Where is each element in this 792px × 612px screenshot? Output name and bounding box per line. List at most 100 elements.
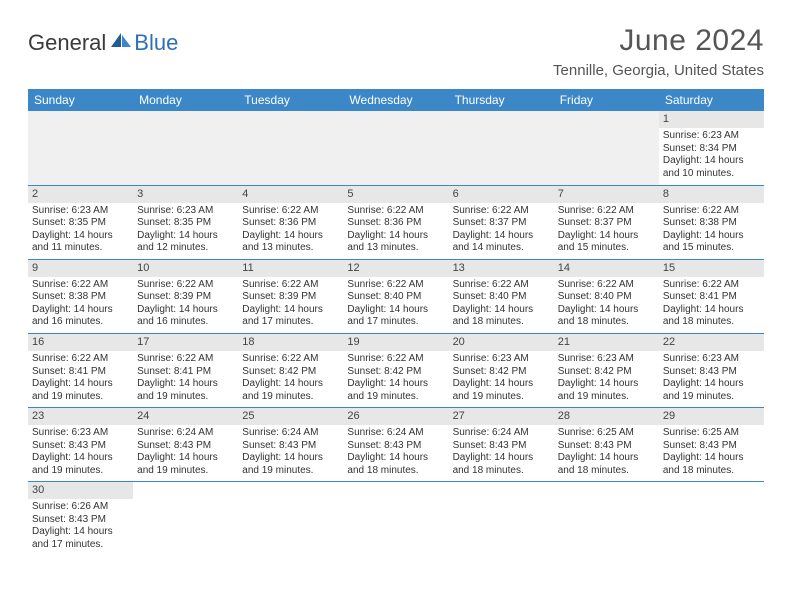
day-number: 20 [449, 334, 554, 351]
day-number: 29 [659, 408, 764, 425]
day-details: Sunrise: 6:22 AMSunset: 8:40 PMDaylight:… [343, 277, 448, 333]
empty-cell [238, 111, 343, 127]
calendar-cell [554, 482, 659, 556]
calendar-cell: 11Sunrise: 6:22 AMSunset: 8:39 PMDayligh… [238, 259, 343, 333]
day-details: Sunrise: 6:22 AMSunset: 8:42 PMDaylight:… [238, 351, 343, 407]
calendar-week: 23Sunrise: 6:23 AMSunset: 8:43 PMDayligh… [28, 408, 764, 482]
day-details: Sunrise: 6:23 AMSunset: 8:43 PMDaylight:… [659, 351, 764, 407]
day-number: 22 [659, 334, 764, 351]
calendar-cell: 20Sunrise: 6:23 AMSunset: 8:42 PMDayligh… [449, 333, 554, 407]
calendar-cell: 19Sunrise: 6:22 AMSunset: 8:42 PMDayligh… [343, 333, 448, 407]
day-number: 19 [343, 334, 448, 351]
day-header: Friday [554, 89, 659, 111]
day-details: Sunrise: 6:24 AMSunset: 8:43 PMDaylight:… [343, 425, 448, 481]
day-details: Sunrise: 6:25 AMSunset: 8:43 PMDaylight:… [659, 425, 764, 481]
calendar-cell [133, 482, 238, 556]
empty-cell [133, 111, 238, 127]
calendar-cell: 23Sunrise: 6:23 AMSunset: 8:43 PMDayligh… [28, 408, 133, 482]
day-number: 9 [28, 260, 133, 277]
calendar-cell: 15Sunrise: 6:22 AMSunset: 8:41 PMDayligh… [659, 259, 764, 333]
day-details: Sunrise: 6:22 AMSunset: 8:39 PMDaylight:… [133, 277, 238, 333]
day-number: 8 [659, 186, 764, 203]
day-number: 13 [449, 260, 554, 277]
day-details: Sunrise: 6:23 AMSunset: 8:43 PMDaylight:… [28, 425, 133, 481]
calendar-cell: 27Sunrise: 6:24 AMSunset: 8:43 PMDayligh… [449, 408, 554, 482]
location-text: Tennille, Georgia, United States [553, 62, 764, 79]
calendar-week: 30Sunrise: 6:26 AMSunset: 8:43 PMDayligh… [28, 482, 764, 556]
day-details: Sunrise: 6:26 AMSunset: 8:43 PMDaylight:… [28, 499, 133, 555]
day-details: Sunrise: 6:23 AMSunset: 8:35 PMDaylight:… [133, 203, 238, 259]
calendar-cell: 26Sunrise: 6:24 AMSunset: 8:43 PMDayligh… [343, 408, 448, 482]
day-details: Sunrise: 6:22 AMSunset: 8:40 PMDaylight:… [554, 277, 659, 333]
month-title: June 2024 [553, 24, 764, 58]
day-details: Sunrise: 6:22 AMSunset: 8:36 PMDaylight:… [343, 203, 448, 259]
day-number: 7 [554, 186, 659, 203]
day-number: 3 [133, 186, 238, 203]
calendar-cell: 10Sunrise: 6:22 AMSunset: 8:39 PMDayligh… [133, 259, 238, 333]
day-details: Sunrise: 6:22 AMSunset: 8:37 PMDaylight:… [449, 203, 554, 259]
day-number: 15 [659, 260, 764, 277]
day-header: Thursday [449, 89, 554, 111]
day-number: 10 [133, 260, 238, 277]
day-number: 6 [449, 186, 554, 203]
day-number: 17 [133, 334, 238, 351]
day-details: Sunrise: 6:22 AMSunset: 8:42 PMDaylight:… [343, 351, 448, 407]
empty-cell [28, 111, 133, 127]
day-number: 23 [28, 408, 133, 425]
day-number: 1 [659, 111, 764, 128]
day-number: 27 [449, 408, 554, 425]
calendar-cell: 7Sunrise: 6:22 AMSunset: 8:37 PMDaylight… [554, 185, 659, 259]
calendar-body: 1Sunrise: 6:23 AMSunset: 8:34 PMDaylight… [28, 111, 764, 556]
day-number: 16 [28, 334, 133, 351]
title-block: June 2024 Tennille, Georgia, United Stat… [553, 24, 764, 79]
day-header: Sunday [28, 89, 133, 111]
day-details: Sunrise: 6:23 AMSunset: 8:34 PMDaylight:… [659, 128, 764, 184]
logo-text-blue: Blue [134, 30, 178, 56]
calendar-cell: 30Sunrise: 6:26 AMSunset: 8:43 PMDayligh… [28, 482, 133, 556]
day-details: Sunrise: 6:22 AMSunset: 8:41 PMDaylight:… [133, 351, 238, 407]
day-details: Sunrise: 6:23 AMSunset: 8:42 PMDaylight:… [449, 351, 554, 407]
calendar-cell [449, 111, 554, 185]
day-number: 28 [554, 408, 659, 425]
calendar-cell: 24Sunrise: 6:24 AMSunset: 8:43 PMDayligh… [133, 408, 238, 482]
day-number: 18 [238, 334, 343, 351]
day-header: Saturday [659, 89, 764, 111]
calendar-cell [659, 482, 764, 556]
sail-icon [110, 32, 132, 55]
day-details: Sunrise: 6:25 AMSunset: 8:43 PMDaylight:… [554, 425, 659, 481]
day-details: Sunrise: 6:22 AMSunset: 8:36 PMDaylight:… [238, 203, 343, 259]
day-details: Sunrise: 6:22 AMSunset: 8:39 PMDaylight:… [238, 277, 343, 333]
calendar-cell: 5Sunrise: 6:22 AMSunset: 8:36 PMDaylight… [343, 185, 448, 259]
calendar-week: 2Sunrise: 6:23 AMSunset: 8:35 PMDaylight… [28, 185, 764, 259]
calendar-cell [238, 111, 343, 185]
calendar-cell [238, 482, 343, 556]
day-number: 11 [238, 260, 343, 277]
calendar-cell: 14Sunrise: 6:22 AMSunset: 8:40 PMDayligh… [554, 259, 659, 333]
day-details: Sunrise: 6:22 AMSunset: 8:37 PMDaylight:… [554, 203, 659, 259]
calendar-cell: 22Sunrise: 6:23 AMSunset: 8:43 PMDayligh… [659, 333, 764, 407]
calendar-cell: 8Sunrise: 6:22 AMSunset: 8:38 PMDaylight… [659, 185, 764, 259]
header-row: General Blue June 2024 Tennille, Georgia… [28, 24, 764, 79]
logo-text-general: General [28, 30, 106, 56]
calendar-cell: 29Sunrise: 6:25 AMSunset: 8:43 PMDayligh… [659, 408, 764, 482]
day-number: 30 [28, 482, 133, 499]
calendar-cell: 6Sunrise: 6:22 AMSunset: 8:37 PMDaylight… [449, 185, 554, 259]
calendar-cell [554, 111, 659, 185]
calendar-week: 9Sunrise: 6:22 AMSunset: 8:38 PMDaylight… [28, 259, 764, 333]
empty-cell [343, 111, 448, 127]
day-details: Sunrise: 6:22 AMSunset: 8:41 PMDaylight:… [659, 277, 764, 333]
day-number: 24 [133, 408, 238, 425]
calendar-cell: 13Sunrise: 6:22 AMSunset: 8:40 PMDayligh… [449, 259, 554, 333]
calendar-cell: 12Sunrise: 6:22 AMSunset: 8:40 PMDayligh… [343, 259, 448, 333]
day-number: 5 [343, 186, 448, 203]
day-details: Sunrise: 6:23 AMSunset: 8:42 PMDaylight:… [554, 351, 659, 407]
empty-cell [449, 111, 554, 127]
day-number: 26 [343, 408, 448, 425]
calendar-cell: 9Sunrise: 6:22 AMSunset: 8:38 PMDaylight… [28, 259, 133, 333]
day-details: Sunrise: 6:24 AMSunset: 8:43 PMDaylight:… [133, 425, 238, 481]
day-details: Sunrise: 6:22 AMSunset: 8:41 PMDaylight:… [28, 351, 133, 407]
calendar-cell [28, 111, 133, 185]
day-details: Sunrise: 6:22 AMSunset: 8:40 PMDaylight:… [449, 277, 554, 333]
calendar-week: 1Sunrise: 6:23 AMSunset: 8:34 PMDaylight… [28, 111, 764, 185]
day-header: Tuesday [238, 89, 343, 111]
